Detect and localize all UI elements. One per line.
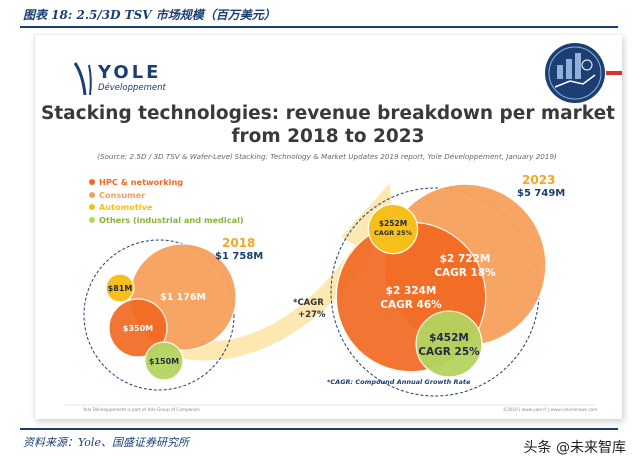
footer-left: Yole Développement is part of Yole Group…	[82, 407, 200, 412]
bubble-2023-automotive	[367, 203, 419, 255]
cagr-label-line1: *CAGR	[293, 298, 324, 308]
total-label-2023: $5 749M	[517, 188, 565, 199]
value-label-2018-others: $150M	[149, 357, 179, 366]
bubble-2018-automotive	[105, 273, 135, 303]
yole-logo: YOLE Développement	[73, 62, 167, 96]
value-label-2023-automotive: $252M	[379, 219, 407, 228]
cagr-label-automotive: CAGR 25%	[374, 229, 412, 237]
total-label-2018: $1 758M	[215, 251, 263, 262]
legend-label-hpc: HPC & networking	[99, 177, 183, 187]
logo-brand: YOLE	[97, 62, 161, 83]
bubbles-2018: $1 176M $350M $150M $81M	[105, 243, 237, 381]
legend-dot-consumer	[89, 192, 95, 198]
year-label-2023: 2023	[522, 173, 555, 187]
value-label-2023-hpc: $2 324M	[386, 285, 437, 297]
legend-dot-others	[89, 217, 95, 223]
footer-right: ©2019 | www.yole.fr | www.i-micronews.co…	[503, 407, 597, 412]
bubbles-2023: $2 722M CAGR 18% $2 324M CAGR 46% $452M CAGR …	[335, 183, 547, 378]
slide-panel: YOLE Développement Stacking technologies…	[34, 34, 622, 419]
yole-logo-mark	[73, 62, 87, 96]
slide-source-note: (Source: 2.5D / 3D TSV & Wafer-Level Sta…	[97, 152, 557, 161]
slide-title-line1: Stacking technologies: revenue breakdown…	[41, 103, 615, 124]
legend-label-consumer: Consumer	[99, 190, 146, 200]
watermark: 头条 @未来智库	[523, 440, 626, 456]
badge-accent	[606, 71, 622, 75]
report-badge-icon	[545, 43, 605, 103]
bubble-2018-others	[144, 341, 184, 381]
logo-sub: Développement	[98, 82, 167, 93]
cagr-label-line2: +27%	[298, 310, 326, 320]
legend-label-others: Others (industrial and medical)	[99, 215, 244, 225]
top-rule	[20, 26, 618, 28]
value-label-2018-consumer: $1 176M	[160, 292, 206, 303]
yole-logo-mark-accent	[88, 64, 92, 96]
legend-dot-automotive	[89, 204, 95, 210]
legend-label-automotive: Automotive	[99, 202, 153, 212]
year-label-2018: 2018	[222, 236, 255, 250]
bubble-2018-outline	[83, 239, 235, 391]
value-label-2018-automotive: $81M	[108, 284, 133, 293]
cagr-label-consumer: CAGR 18%	[434, 267, 496, 279]
slide-title-line2: from 2018 to 2023	[231, 126, 424, 147]
bubble-2023-others	[415, 310, 483, 378]
figure-caption: 图表 18: 2.5/3D TSV 市场规模（百万美元）	[23, 8, 276, 22]
value-label-2023-others: $452M	[429, 332, 469, 344]
bottom-rule	[20, 428, 618, 430]
cagr-label-hpc: CAGR 46%	[380, 299, 442, 311]
cagr-label-others: CAGR 25%	[418, 346, 480, 358]
source-note: 资料来源：Yole、国盛证券研究所	[23, 436, 189, 449]
legend: HPC & networking Consumer Automotive Oth…	[89, 177, 244, 225]
bubble-2018-hpc	[108, 298, 168, 358]
value-label-2018-hpc: $350M	[123, 324, 153, 333]
value-label-2023-consumer: $2 722M	[440, 253, 491, 265]
legend-dot-hpc	[89, 179, 95, 185]
cagr-footnote: *CAGR: Compound Annual Growth Rate	[327, 378, 471, 386]
bubble-chart: YOLE Développement Stacking technologies…	[41, 43, 622, 412]
